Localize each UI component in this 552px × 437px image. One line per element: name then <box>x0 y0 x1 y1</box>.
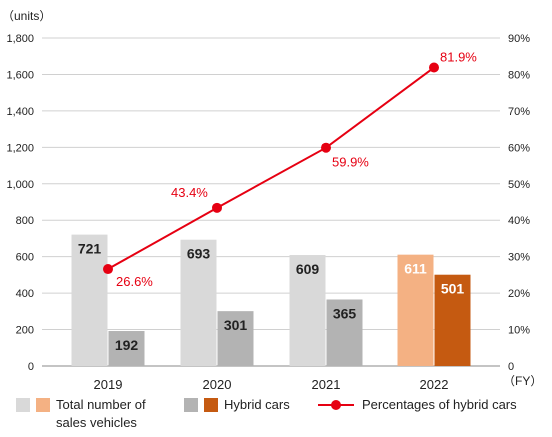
bar-label-hybrid-cars: 501 <box>441 281 465 297</box>
left-tick-label: 1,200 <box>6 142 34 154</box>
bar-label-hybrid-cars: 192 <box>115 337 139 353</box>
bar-total-sales <box>397 254 434 366</box>
right-tick-label: 90% <box>508 33 530 45</box>
legend-label-total-line2: sales vehicles <box>56 415 137 430</box>
legend-label-total-line1: Total number of <box>56 397 146 412</box>
right-tick-label: 60% <box>508 142 530 154</box>
left-tick-label: 0 <box>28 361 34 373</box>
right-tick-label: 0 <box>508 361 514 373</box>
bar-total-sales <box>71 234 108 366</box>
percentage-point <box>103 264 113 275</box>
left-tick-label: 200 <box>16 325 34 337</box>
x-category-label: 2022 <box>420 377 449 392</box>
bar-hybrid-cars <box>326 299 363 366</box>
combo-chart: （units） （FY） 0 200 400 600 800 1,000 1,200 1,40… <box>2 9 542 392</box>
percentage-label: 81.9% <box>440 50 477 65</box>
legend-swatch-total-gray <box>16 398 30 412</box>
right-tick-label: 20% <box>508 288 530 300</box>
legend-label-percentage: Percentages of hybrid cars <box>362 397 517 412</box>
bar-label-total-sales: 693 <box>187 246 211 262</box>
left-tick-label: 1,600 <box>6 69 34 81</box>
x-category-label: 2021 <box>312 377 341 392</box>
percentage-line-path <box>107 66 435 270</box>
legend-item-hybrid-cars: Hybrid cars <box>184 396 290 414</box>
bar-total-sales <box>180 239 217 366</box>
legend-swatch-percentage-line <box>318 398 354 412</box>
bars <box>71 234 471 366</box>
percentage-label: 43.4% <box>171 185 208 200</box>
bar-label-hybrid-cars: 301 <box>224 317 248 333</box>
left-tick-label: 1,800 <box>6 33 34 45</box>
x-category-label: 2020 <box>203 377 232 392</box>
bar-hybrid-cars <box>108 331 145 366</box>
left-tick-label: 1,000 <box>6 179 34 191</box>
left-tick-label: 600 <box>16 252 34 264</box>
bar-label-total-sales: 609 <box>296 261 320 277</box>
right-tick-label: 70% <box>508 106 530 118</box>
right-tick-label: 50% <box>508 179 530 191</box>
legend-label-total-sales: Total number of sales vehicles <box>56 396 146 432</box>
legend-swatch-hybrid-orange <box>204 398 218 412</box>
left-tick-label: 400 <box>16 288 34 300</box>
percentage-point <box>429 62 439 73</box>
percentage-point <box>212 202 222 213</box>
legend-swatch-total-orange <box>36 398 50 412</box>
x-category-label: 2019 <box>94 377 123 392</box>
bar-total-sales <box>289 255 326 366</box>
legend-line-marker <box>331 400 341 410</box>
bar-label-total-sales: 721 <box>78 241 102 257</box>
right-tick-label: 80% <box>508 69 530 81</box>
left-tick-label: 800 <box>16 215 34 227</box>
percentage-line <box>103 62 439 275</box>
x-axis-unit-label: （FY） <box>503 374 542 388</box>
percentage-label: 59.9% <box>332 155 369 170</box>
left-tick-label: 1,400 <box>6 106 34 118</box>
right-tick-label: 40% <box>508 215 530 227</box>
legend: Total number of sales vehicles Hybrid ca… <box>0 396 552 436</box>
percentage-label: 26.6% <box>116 274 153 289</box>
left-axis-unit-label: （units） <box>2 9 51 23</box>
chart-text: （units） （FY） 0 200 400 600 800 1,000 1,200 1,40… <box>2 9 542 392</box>
bar-hybrid-cars <box>217 311 254 366</box>
right-tick-label: 10% <box>508 325 530 337</box>
legend-label-hybrid-cars: Hybrid cars <box>224 397 290 412</box>
percentage-point <box>321 142 331 153</box>
bar-label-total-sales: 611 <box>404 261 427 277</box>
legend-item-total-sales: Total number of sales vehicles <box>16 396 146 432</box>
right-tick-label: 30% <box>508 252 530 264</box>
legend-item-percentage: Percentages of hybrid cars <box>318 396 517 414</box>
bar-label-hybrid-cars: 365 <box>333 305 357 321</box>
grid-lines <box>42 37 500 367</box>
legend-swatch-hybrid-gray <box>184 398 198 412</box>
bar-hybrid-cars <box>434 274 471 366</box>
